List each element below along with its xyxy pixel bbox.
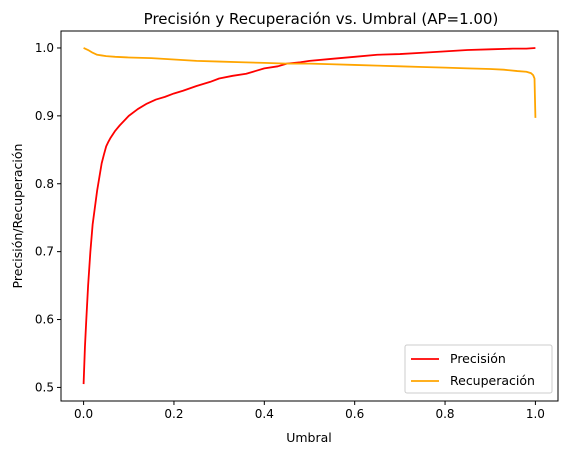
y-tick-label: 0.9 <box>35 109 54 123</box>
legend-label-precision: Precisión <box>450 351 506 366</box>
plot-frame <box>60 30 559 402</box>
x-tick-label: 0.2 <box>164 407 183 421</box>
y-tick-label: 0.8 <box>35 177 54 191</box>
x-tick-label: 0.8 <box>435 407 454 421</box>
x-axis-label: Umbral <box>286 430 332 445</box>
legend: Precisión Recuperación <box>404 344 553 394</box>
x-tick-label: 0.4 <box>255 407 274 421</box>
y-axis-ticks: 0.5 0.6 0.7 0.8 0.9 1.0 <box>35 41 61 394</box>
chart-title: Precisión y Recuperación vs. Umbral (AP=… <box>144 10 499 28</box>
recall-line <box>83 47 537 118</box>
plot-area <box>82 47 537 385</box>
precision-line <box>82 47 536 385</box>
x-tick-label: 1.0 <box>526 407 545 421</box>
y-tick-label: 0.7 <box>35 245 54 259</box>
x-tick-label: 0.6 <box>345 407 364 421</box>
y-tick-label: 0.6 <box>35 313 54 327</box>
legend-label-recall: Recuperación <box>450 373 535 388</box>
y-axis-label: Precisión/Recuperación <box>10 144 25 289</box>
x-tick-label: 0.0 <box>74 407 93 421</box>
y-tick-label: 1.0 <box>35 41 54 55</box>
x-axis-ticks: 0.0 0.2 0.4 0.6 0.8 1.0 <box>74 401 545 421</box>
y-tick-label: 0.5 <box>35 380 54 394</box>
legend-box <box>404 344 553 394</box>
